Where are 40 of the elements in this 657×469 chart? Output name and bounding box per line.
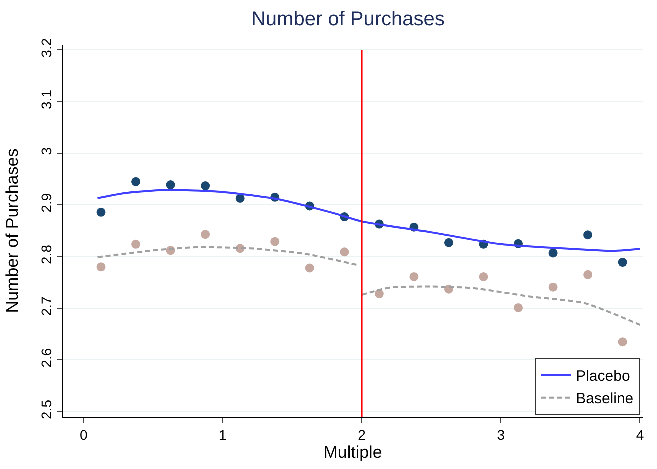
point — [166, 180, 176, 190]
y-tick-label: 3 — [38, 147, 54, 156]
point — [201, 230, 210, 240]
point — [132, 177, 141, 186]
point — [96, 262, 106, 272]
x-tick-label: 2 — [358, 426, 366, 443]
point — [618, 258, 628, 268]
point — [584, 270, 593, 280]
point — [201, 182, 210, 191]
x-tick-label: 4 — [636, 426, 644, 443]
y-tick-label: 2.6 — [38, 348, 54, 368]
x-tick-label: 0 — [80, 426, 88, 443]
y-tick-label: 2.5 — [38, 400, 54, 420]
point — [410, 272, 419, 282]
y-tick-label: 2.9 — [38, 193, 54, 213]
point — [584, 230, 593, 240]
y-tick-label: 3.1 — [38, 90, 54, 110]
point — [444, 238, 454, 248]
point — [270, 237, 280, 246]
legend-label: Placebo — [576, 368, 630, 386]
point — [548, 282, 558, 292]
point — [236, 194, 245, 203]
y-tick-label: 2.8 — [38, 244, 54, 264]
point — [340, 248, 350, 257]
y-axis-title: Number of Purchases — [2, 148, 22, 314]
y-tick-label: 2.7 — [38, 296, 54, 316]
point — [479, 272, 488, 282]
point — [618, 338, 628, 347]
x-tick-label: 1 — [219, 426, 228, 443]
x-tick-label: 3 — [497, 426, 506, 443]
x-axis-title: Multiple — [324, 442, 382, 462]
point — [305, 264, 314, 273]
y-tick-label: 3.2 — [38, 38, 54, 58]
point — [514, 303, 524, 312]
point — [374, 290, 384, 299]
point — [548, 248, 558, 258]
chart-title: Number of Purchases — [252, 8, 445, 31]
point — [96, 208, 106, 217]
legend-label: Baseline — [576, 390, 634, 408]
point — [132, 240, 141, 249]
